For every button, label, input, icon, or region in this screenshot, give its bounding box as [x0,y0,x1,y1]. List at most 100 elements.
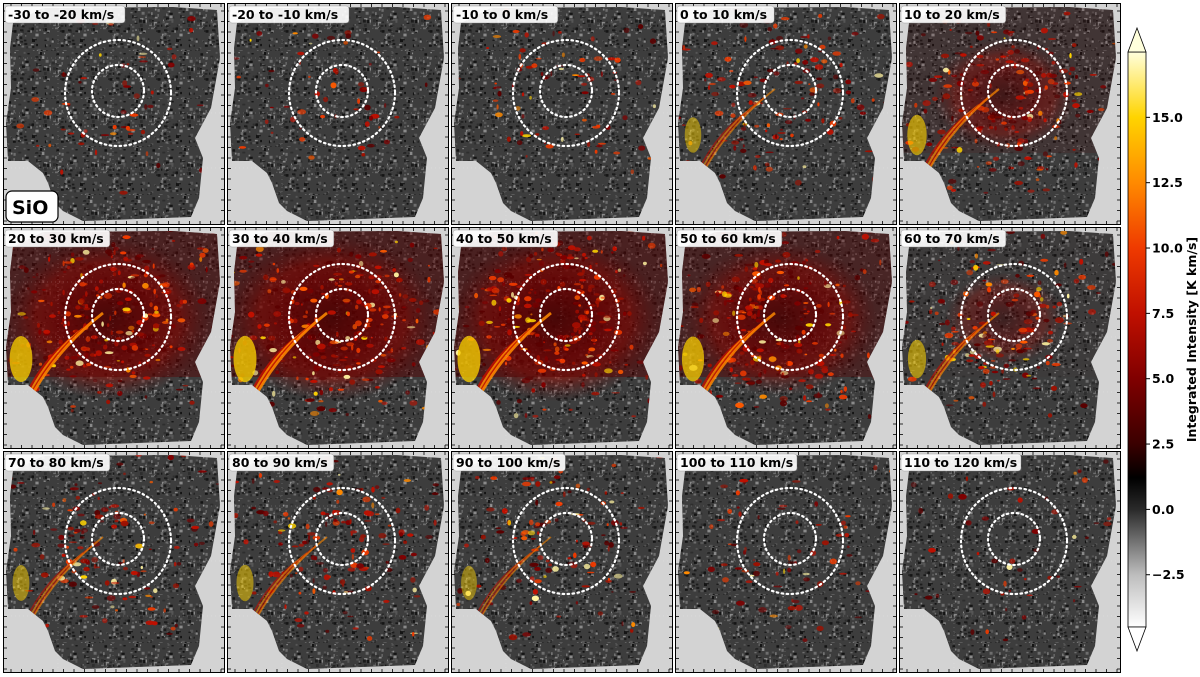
panel-frame [675,227,897,449]
outer-ring-contour [735,486,845,596]
velocity-label-text: 0 to 10 km/s [680,7,767,22]
panel-frame [451,3,673,225]
velocity-label-text: 70 to 80 km/s [8,455,104,470]
emission-layer [230,231,444,428]
velocity-label: -20 to -10 km/s [228,5,350,24]
velocity-label-text: 20 to 30 km/s [8,231,104,246]
velocity-label: 20 to 30 km/s [4,229,111,248]
inner-ring-contour [314,63,370,119]
colorbar-tick-label: 7.5 [1152,306,1174,321]
inner-ring-contour [986,511,1042,567]
molecule-label: SiO [5,190,59,223]
outer-ring-contour [287,262,397,372]
channel-panel: 40 to 50 km/s [451,227,673,449]
inner-ring-contour [314,511,370,567]
colorbar-gradient [1128,52,1146,627]
velocity-label: 30 to 40 km/s [228,229,335,248]
colorbar-tick-label: 5.0 [1152,371,1174,386]
inner-ring-contour [90,63,146,119]
outer-ring-contour [63,486,173,596]
panel-frame [675,3,897,225]
velocity-label: 100 to 110 km/s [676,453,798,472]
channel-panel: 110 to 120 km/s [899,451,1121,673]
channel-panel: 60 to 70 km/s [899,227,1121,449]
channel-panel: -20 to -10 km/s [227,3,449,225]
velocity-label-text: 40 to 50 km/s [456,231,552,246]
outer-ring-contour [287,38,397,148]
panel-frame [227,3,449,225]
colorbar-label: Integrated Intensity [K km/s] [1184,237,1199,442]
channel-panel: -30 to -20 km/s SiO [3,3,225,225]
velocity-label-text: 50 to 60 km/s [680,231,776,246]
channel-panel: 10 to 20 km/s [899,3,1121,225]
outer-ring-contour [735,262,845,372]
velocity-label-text: -10 to 0 km/s [456,7,548,22]
channel-map-grid: -30 to -20 km/s SiO -20 to -10 km/s -10 to … [3,3,1121,673]
velocity-label: -10 to 0 km/s [452,5,559,24]
panel-frame [451,227,673,449]
velocity-label-text: 60 to 70 km/s [904,231,1000,246]
velocity-label-text: -30 to -20 km/s [8,7,114,22]
outer-ring-contour [63,262,173,372]
velocity-label-text: 110 to 120 km/s [904,455,1017,470]
panel-frame [227,227,449,449]
outer-ring-contour [959,38,1069,148]
colorbar-tick-label: 0.0 [1152,502,1174,517]
velocity-label: -30 to -20 km/s [4,5,126,24]
colorbar-tick-label: 10.0 [1152,241,1183,256]
inner-ring-contour [538,511,594,567]
colorbar-tick-label: 2.5 [1152,437,1174,452]
velocity-label: 90 to 100 km/s [452,453,566,472]
channel-panel: 0 to 10 km/s [675,3,897,225]
outer-ring-contour [959,486,1069,596]
inner-ring-contour [762,287,818,343]
outer-ring-contour [287,486,397,596]
panel-frame [899,3,1121,225]
velocity-label: 110 to 120 km/s [900,453,1022,472]
molecule-label-text: SiO [12,197,48,219]
channel-panel: 80 to 90 km/s [227,451,449,673]
panel-frame [227,451,449,673]
velocity-label: 80 to 90 km/s [228,453,335,472]
colorbar-max-extend [1127,26,1147,53]
channel-panel: 100 to 110 km/s [675,451,897,673]
panel-frame [675,451,897,673]
panel-frame [451,451,673,673]
channel-panel: 30 to 40 km/s [227,227,449,449]
colorbar-ticks: 15.0 12.5 10.0 7.5 5.0 2.5 0.0 −2.5 [1146,110,1185,582]
inner-ring-contour [314,287,370,343]
inner-ring-contour [986,287,1042,343]
colorbar-min-extend [1127,626,1147,653]
velocity-label: 60 to 70 km/s [900,229,1007,248]
velocity-label-text: 80 to 90 km/s [232,455,328,470]
outer-ring-contour [959,262,1069,372]
velocity-label: 10 to 20 km/s [900,5,1007,24]
colorbar-tick-label: −2.5 [1152,567,1185,582]
panel-frame [3,3,225,225]
colorbar-tick-label: 12.5 [1152,175,1183,190]
velocity-label: 50 to 60 km/s [676,229,783,248]
outer-ring-contour [511,262,621,372]
velocity-label-text: 10 to 20 km/s [904,7,1000,22]
panel-frame [899,451,1121,673]
inner-ring-contour [986,63,1042,119]
channel-panel: 50 to 60 km/s [675,227,897,449]
inner-ring-contour [90,287,146,343]
outer-ring-contour [63,38,173,148]
outer-ring-contour [735,38,845,148]
panel-frame [3,451,225,673]
channel-panel: 20 to 30 km/s [3,227,225,449]
inner-ring-contour [538,287,594,343]
panel-frame [3,227,225,449]
inner-ring-contour [762,511,818,567]
velocity-label-text: -20 to -10 km/s [232,7,338,22]
inner-ring-contour [90,511,146,567]
channel-panel: 70 to 80 km/s [3,451,225,673]
emission-layer [454,231,668,428]
panel-frame [899,227,1121,449]
colorbar: 15.0 12.5 10.0 7.5 5.0 2.5 0.0 −2.5 Integrated … [1127,26,1199,653]
velocity-label-text: 90 to 100 km/s [456,455,560,470]
velocity-label: 70 to 80 km/s [4,453,111,472]
outer-ring-contour [511,38,621,148]
